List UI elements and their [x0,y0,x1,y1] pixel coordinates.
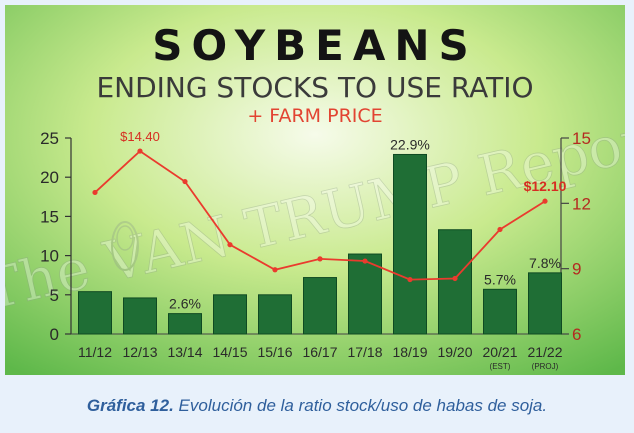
price-point [542,198,548,204]
chart-container: The VAN TRUMP Report SOYBEANS ENDING STO… [5,5,625,375]
x-tick-label: 20/21 [482,344,517,360]
x-tick-note: (EST) [490,362,511,371]
price-point [317,256,323,262]
chart-subtitle: ENDING STOCKS TO USE RATIO [96,71,533,104]
x-tick-label: 16/17 [302,344,337,360]
bar-data-label: 22.9% [390,136,430,152]
right-axis-tick-label: 15 [572,129,591,148]
x-tick-label: 17/18 [347,344,382,360]
bar [168,313,202,335]
x-tick-label: 13/14 [167,344,202,360]
bar [528,272,562,335]
price-data-label: $12.10 [524,178,567,194]
bar [348,253,382,335]
price-point [497,226,503,233]
x-axis-labels: 11/12 12/13 13/14 14/15 15/16 16/17 17/18 18/19… [78,344,563,371]
x-tick-label: 11/12 [78,344,112,360]
figure-caption: Gráfica 12. Evolución de la ratio stock/… [0,396,634,416]
left-axis-tick-label: 5 [50,286,59,305]
x-tick-label: 12/13 [122,344,157,360]
bar-data-label: 5.7% [484,271,516,287]
x-tick-label: 14/15 [212,344,247,360]
x-tick-label: 18/19 [392,344,427,360]
price-point [137,148,143,154]
x-tick-label: 19/20 [437,344,472,360]
price-point [182,178,188,185]
right-y-axis: 6 9 12 15 [560,129,591,344]
bar [438,229,472,335]
price-point [92,189,98,196]
bar [78,291,112,335]
caption-label: Gráfica 12. [86,396,174,415]
price-point [272,267,278,273]
bar [393,153,427,335]
right-axis-tick-label: 12 [572,194,591,213]
price-line-series [92,148,548,283]
right-axis-tick-label: 9 [572,260,581,279]
left-axis-tick-label: 25 [40,129,59,148]
pinecone-icon [111,221,139,271]
bar [123,297,157,335]
bar-data-label: 7.8% [529,255,561,271]
price-point [227,242,233,248]
left-axis-tick-label: 15 [40,207,59,226]
x-tick-label: 21/22 [527,344,562,360]
chart-subtitle-farm-price: + FARM PRICE [247,105,382,127]
left-axis-tick-label: 20 [40,168,59,187]
price-point [452,275,458,282]
bar [303,277,337,335]
right-axis-tick-label: 6 [572,325,581,344]
caption-text: Evolución de la ratio stock/uso de habas… [173,396,548,415]
price-point [362,258,368,264]
left-axis-tick-label: 0 [50,325,59,344]
bar [213,294,247,335]
price-point [407,276,413,283]
chart-svg: The VAN TRUMP Report SOYBEANS ENDING STO… [5,5,625,375]
bar [483,288,517,335]
bar-series [78,153,562,335]
chart-title: SOYBEANS [152,21,477,70]
bar-data-label: 2.6% [169,296,201,312]
price-data-label: $14.40 [120,129,160,144]
x-tick-label: 15/16 [257,344,292,360]
bar [258,294,292,335]
x-tick-note: (PROJ) [532,362,559,371]
data-labels: 2.6% 22.9% 5.7% 7.8% $14.40 $12.10 [120,129,567,312]
left-axis-tick-label: 10 [40,247,59,266]
